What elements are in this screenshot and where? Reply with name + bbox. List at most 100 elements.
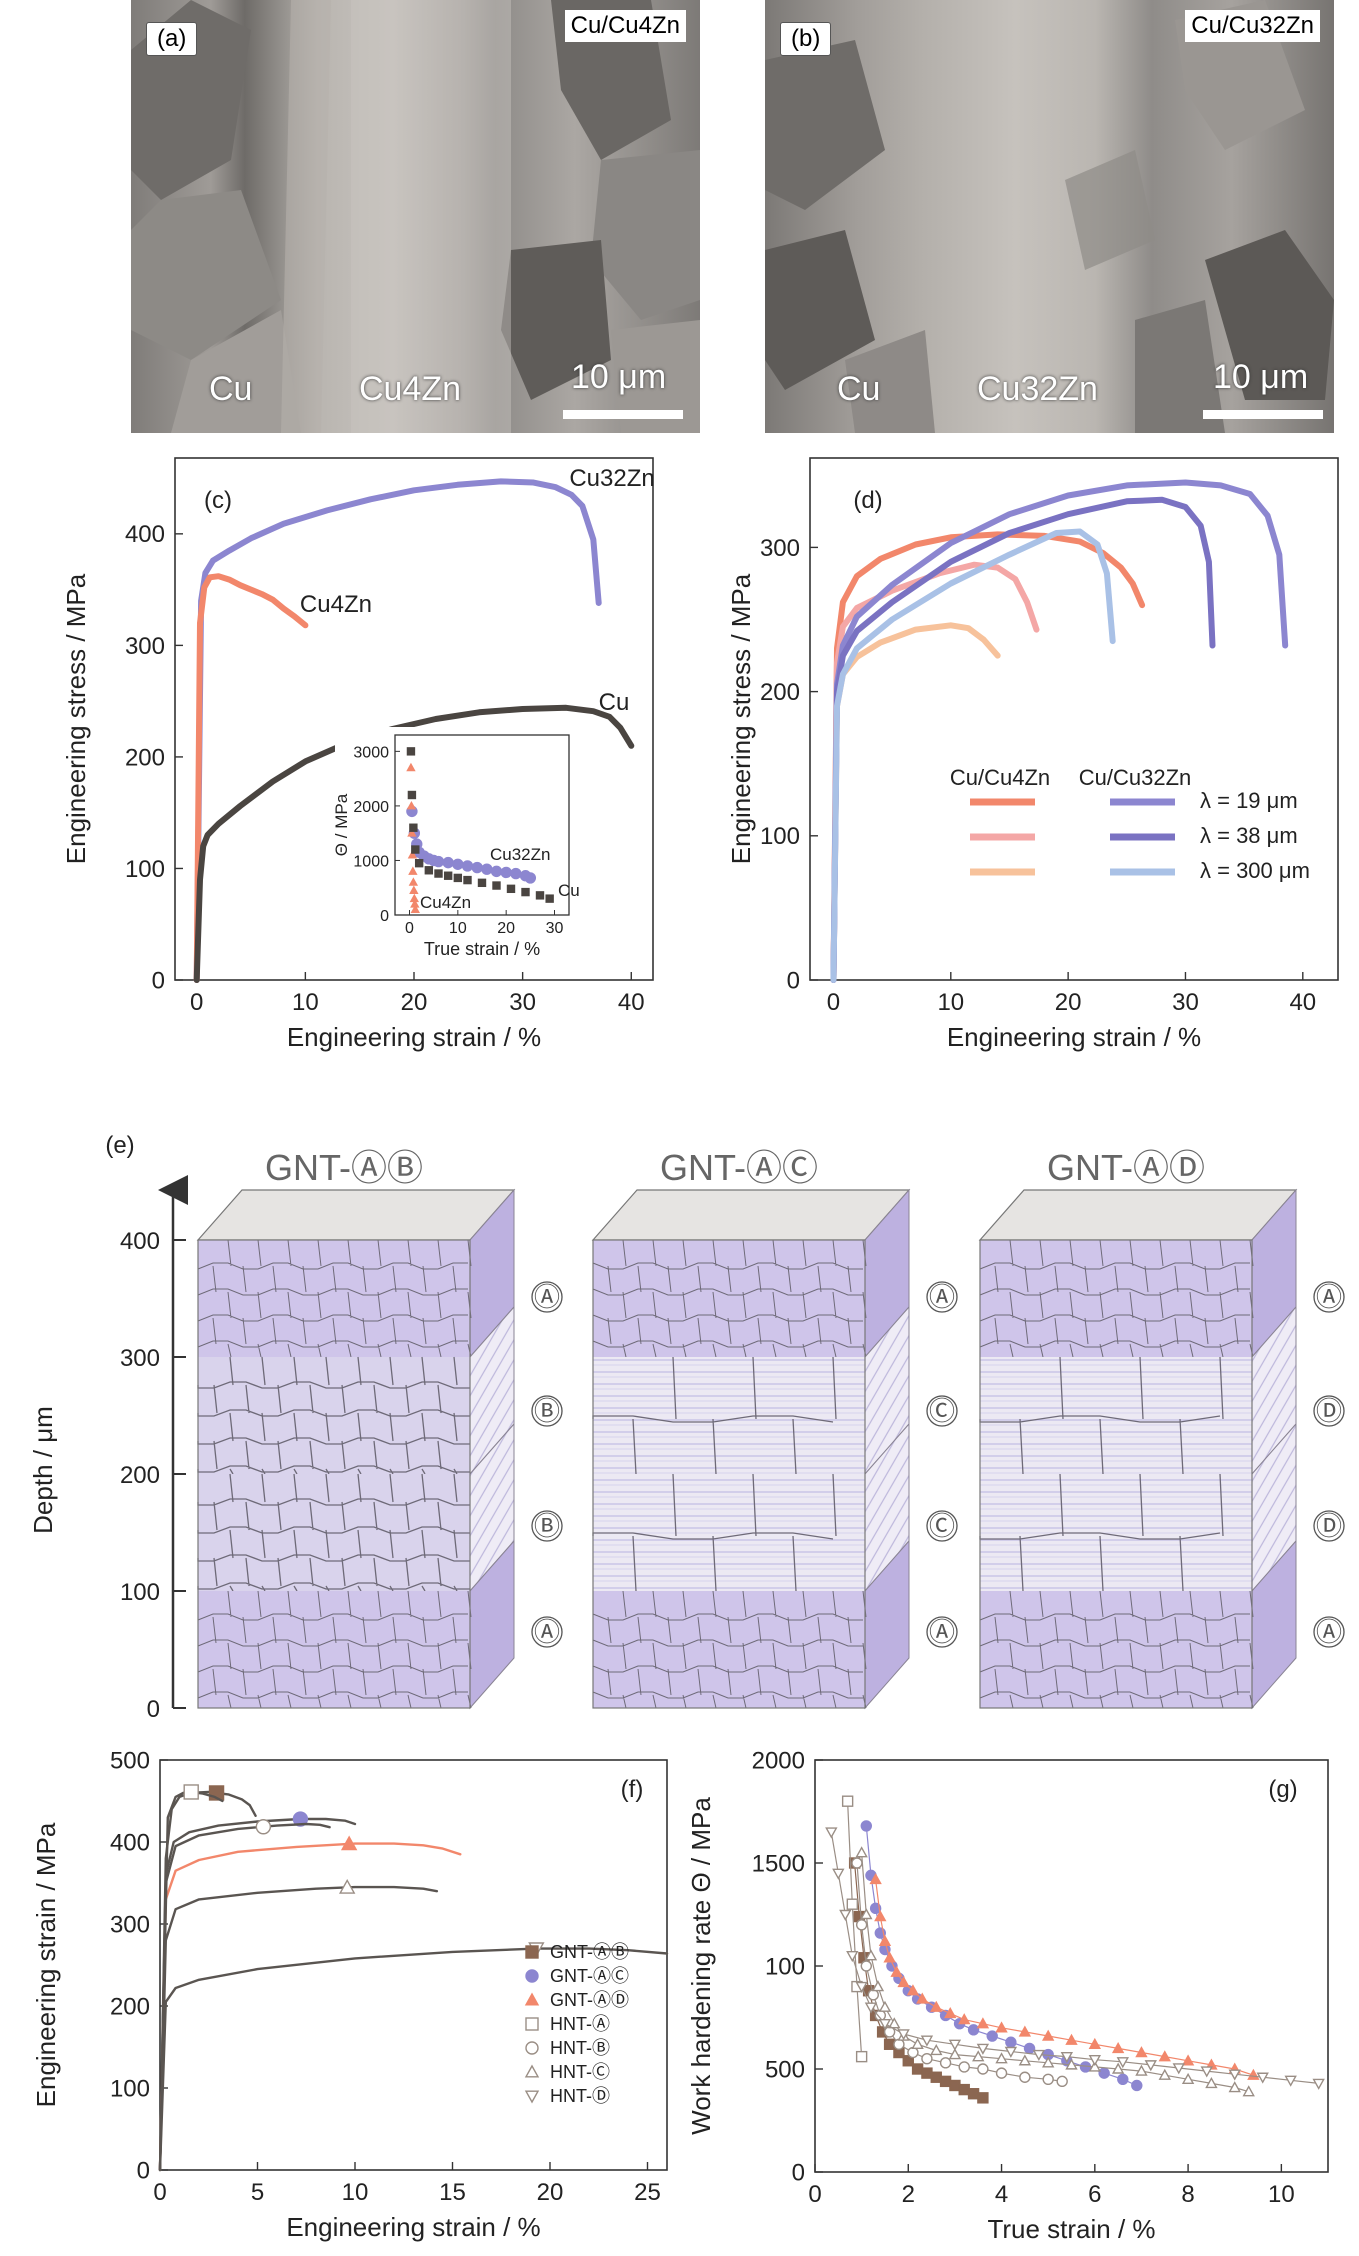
data-point: [1111, 2062, 1125, 2074]
data-point: [471, 861, 483, 874]
data-point: [839, 1909, 852, 1921]
x-tick-label: 0: [190, 989, 203, 1016]
y-tick-label: 100: [765, 1953, 805, 1980]
data-point: [525, 1945, 539, 1959]
y-tick-label: 100: [110, 2075, 150, 2102]
y-axis-label: Engineering strain / MPa: [31, 1822, 61, 2107]
x-tick-label: 6: [1088, 2181, 1101, 2208]
block-top-face: [591, 1189, 911, 1241]
y-tick-label: 500: [765, 2056, 805, 2083]
data-point: [1247, 2068, 1260, 2080]
panel-e-label: (e): [105, 1132, 134, 1159]
grain-boundaries: [979, 1590, 1254, 1709]
depth-tick-label: 200: [120, 1462, 160, 1489]
data-point: [1135, 2064, 1148, 2076]
data-point: [1312, 2078, 1325, 2090]
data-point: [883, 1951, 896, 1963]
block-layer: [198, 1240, 470, 1357]
layer-tag-circle: [926, 1395, 958, 1427]
layer-tag-circle: [1313, 1395, 1345, 1427]
data-point: [897, 2029, 910, 2041]
data-point: [1004, 2046, 1018, 2058]
block-layer: [593, 1591, 865, 1708]
block-title: GNT-ⒶⒷ: [265, 1147, 423, 1188]
series-line-7: [158, 1947, 669, 2172]
block-outline: [592, 1239, 866, 1709]
layer-tag: Ⓓ: [1316, 1511, 1342, 1541]
data-point: [1065, 2058, 1078, 2070]
data-point: [888, 2017, 901, 2029]
data-point: [958, 2083, 970, 2096]
y-tick-label: 0: [152, 967, 165, 994]
data-point: [972, 2050, 985, 2062]
annotation-cu: Cu: [599, 689, 630, 716]
layered-block: GNT-ⒶⒹ Ⓐ Ⓓ Ⓓ Ⓐ: [978, 1147, 1345, 1710]
data-point: [977, 2063, 989, 2075]
series-guide-3: [875, 1878, 1254, 2076]
data-point: [524, 872, 537, 884]
panel-a-title: Cu/Cu4Zn: [564, 10, 686, 42]
data-point: [524, 1992, 540, 2006]
micrograph-b: (b) Cu/Cu32Zn Cu Cu32Zn 10 μm: [765, 0, 1334, 433]
inset-x-tick-label: 10: [449, 920, 467, 937]
series-line-6: [158, 1885, 439, 2172]
layer-tag-circle: [926, 1616, 958, 1648]
x-tick-label: 25: [634, 2179, 661, 2206]
data-point: [340, 1835, 358, 1851]
panel-a-scalebar: [563, 410, 683, 419]
grain-boundaries: [979, 1473, 1224, 1592]
data-point: [948, 2039, 962, 2051]
panel-b-title: Cu/Cu32Zn: [1185, 10, 1320, 42]
legend-label: λ = 38 μm: [1200, 823, 1298, 848]
data-point: [1181, 2054, 1195, 2066]
block-title: GNT-ⒶⒸ: [660, 1147, 818, 1188]
series-line-cu32zn: [193, 478, 602, 983]
data-point: [1088, 2055, 1102, 2067]
legend-label: HNT-Ⓒ: [550, 2062, 610, 2082]
data-point: [893, 2038, 905, 2050]
x-tick-label: 8: [1181, 2181, 1194, 2208]
data-point: [995, 2052, 1008, 2064]
grain-boundaries: [197, 1590, 472, 1709]
depth-tick-label: 100: [120, 1579, 160, 1606]
data-point: [442, 856, 454, 869]
grain-boundaries: [592, 1239, 867, 1358]
panel-b-scale-text: 10 μm: [1213, 358, 1309, 396]
layer-tag: Ⓐ: [534, 1617, 560, 1647]
y-tick-label: 200: [110, 1993, 150, 2020]
y-tick-label: 0: [787, 967, 800, 994]
data-point: [1131, 2079, 1143, 2092]
y-tick-label: 300: [110, 1911, 150, 1938]
series-line-5: [830, 496, 1216, 983]
y-tick-label: 200: [125, 744, 165, 771]
series-line-4: [830, 479, 1289, 983]
data-point: [825, 1827, 838, 1839]
data-point: [477, 878, 487, 888]
block-layer: [593, 1474, 865, 1591]
data-point: [864, 1949, 878, 1961]
x-tick-label: 40: [618, 989, 645, 1016]
data-point: [1088, 2060, 1102, 2072]
legend-label: λ = 300 μm: [1200, 858, 1310, 883]
data-point: [1242, 2085, 1255, 2097]
data-point: [1135, 2046, 1148, 2058]
y-tick-label: 300: [125, 633, 165, 660]
panel-b-scalebar: [1203, 410, 1323, 419]
block-layer: [980, 1240, 1252, 1357]
data-point: [406, 762, 416, 772]
inset-y-tick-label: 3000: [353, 744, 389, 761]
inset-annotation-cu32zn: Cu32Zn: [490, 845, 550, 864]
data-point: [1228, 2069, 1241, 2081]
x-tick-label: 20: [537, 2179, 564, 2206]
data-point: [411, 845, 420, 854]
data-point: [409, 823, 418, 832]
data-point: [1098, 2067, 1110, 2079]
layer-tag-circle: [1313, 1281, 1345, 1313]
legend-label: HNT-Ⓑ: [550, 2038, 610, 2058]
legend-label: λ = 19 μm: [1200, 788, 1298, 813]
data-point: [1200, 2066, 1213, 2078]
plot-frame: [159, 1759, 668, 2171]
x-tick-label: 30: [1172, 989, 1199, 1016]
inset-x-tick-label: 0: [405, 920, 414, 937]
